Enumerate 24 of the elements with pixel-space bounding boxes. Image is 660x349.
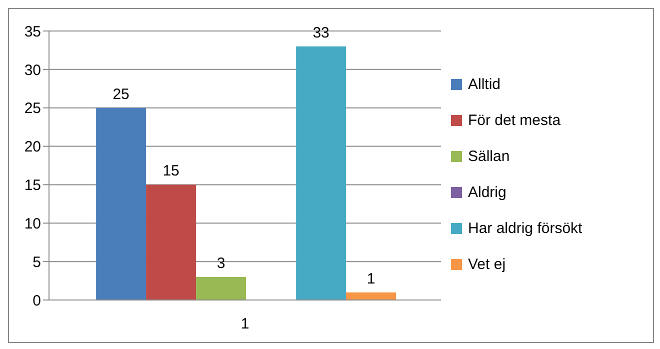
y-tick-label: 15 [24,177,41,194]
y-tick-label: 5 [32,254,41,271]
y-tick-label: 10 [24,215,41,232]
data-label: 25 [112,86,130,103]
legend-label: Alltid [468,74,501,94]
legend-label: Har aldrig försökt [468,218,582,238]
legend-label: För det mesta [468,110,561,130]
legend-label: Vet ej [468,254,506,274]
bar [146,184,196,300]
data-label: 15 [162,162,180,180]
legend-label: Sällan [468,146,510,166]
data-label: 33 [312,24,330,42]
bar [96,108,146,300]
y-tick-label: 0 [32,292,41,310]
legend-label: Aldrig [468,182,506,202]
bar [296,46,346,300]
y-tick-label: 20 [24,138,41,156]
bar [346,292,396,300]
bar [196,276,246,300]
data-label: 1 [366,270,376,288]
data-label: 3 [216,254,226,272]
y-tick-label: 25 [24,100,41,118]
y-tick-label: 30 [24,62,41,79]
y-tick-label: 35 [24,23,41,40]
